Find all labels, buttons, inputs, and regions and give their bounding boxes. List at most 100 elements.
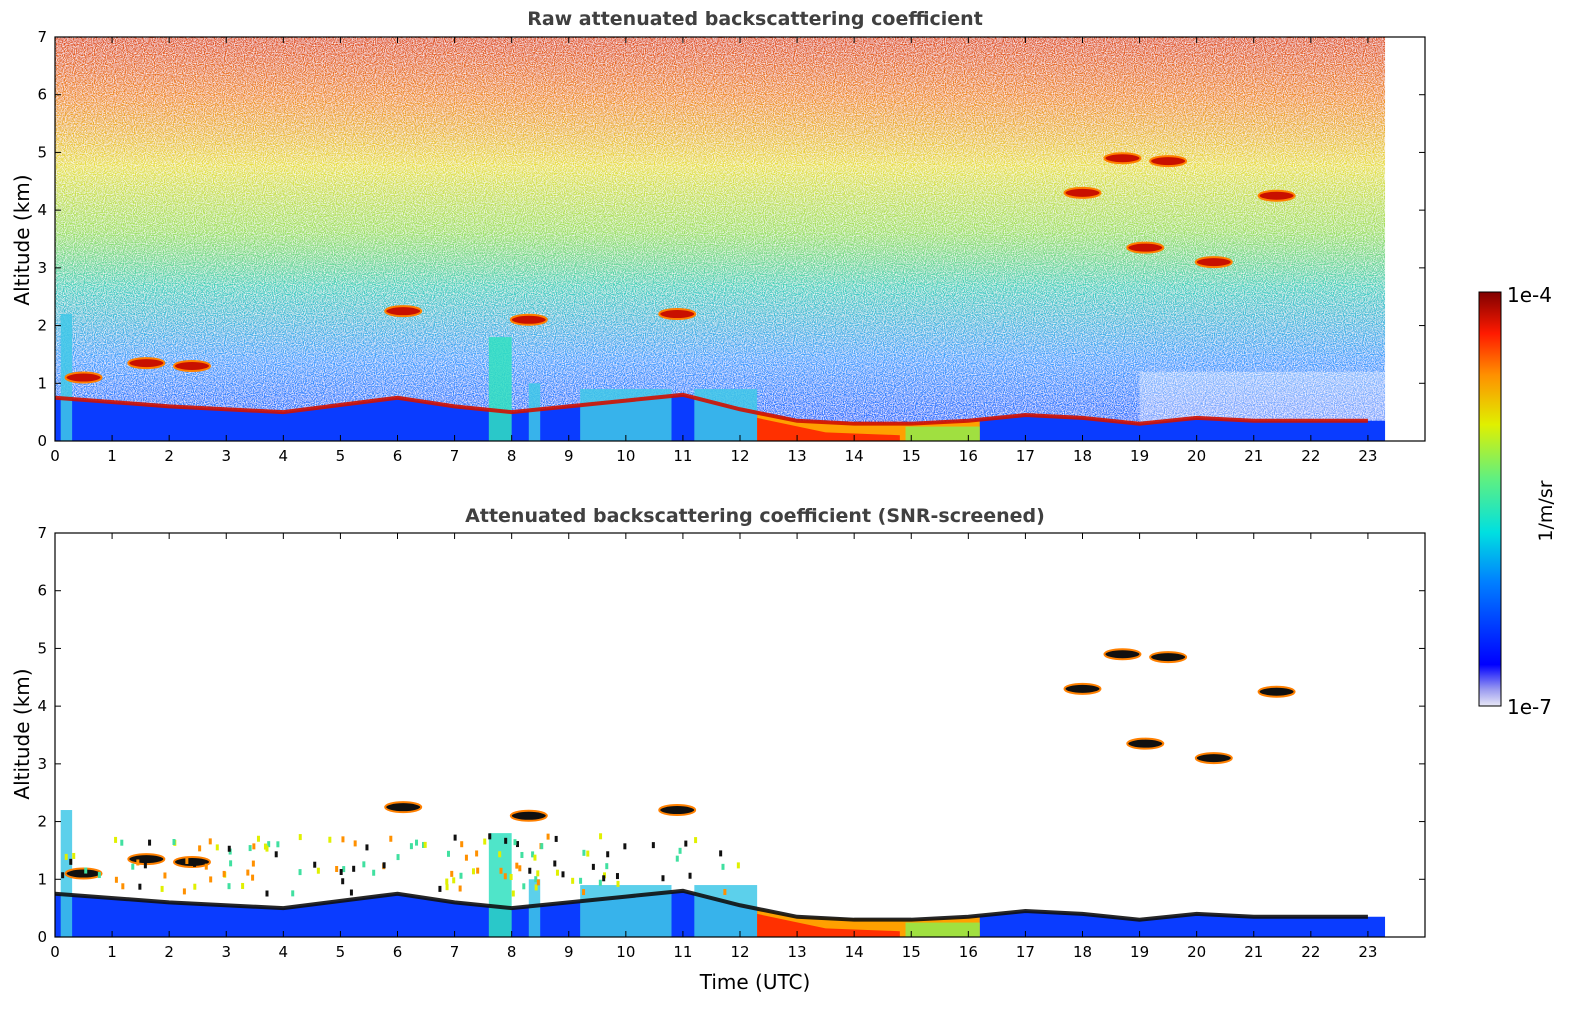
screened-speckle: [298, 869, 302, 876]
x-tick-label: 4: [279, 943, 289, 961]
screened-speckle: [719, 850, 723, 857]
screened-speckle: [522, 883, 526, 890]
cloud-feature: [1257, 189, 1296, 202]
screened-speckle: [136, 859, 140, 866]
screened-speckle: [396, 854, 400, 861]
screened-speckle: [97, 872, 101, 879]
x-tick-label: 11: [673, 447, 692, 465]
screened-speckle: [623, 843, 627, 850]
x-tick-label: 13: [788, 943, 807, 961]
colorbar-max-label: 1e-4: [1507, 283, 1552, 307]
x-tick-label: 22: [1301, 943, 1320, 961]
screened-speckle: [571, 877, 575, 884]
screened-speckle: [341, 878, 345, 885]
screened-speckle: [504, 837, 508, 844]
x-tick-label: 18: [1073, 447, 1092, 465]
screened-speckle: [606, 851, 610, 858]
screened-speckle: [185, 857, 189, 864]
y-tick-label: 3: [37, 259, 47, 277]
x-tick-label: 9: [564, 943, 574, 961]
cloud-feature: [64, 867, 103, 880]
screened-speckle: [540, 843, 544, 850]
surface-aerosol-tail: [905, 922, 980, 937]
x-tick-label: 0: [50, 943, 60, 961]
screened-speckle: [453, 834, 457, 841]
screened-speckle: [460, 841, 464, 848]
x-tick-label: 21: [1244, 943, 1263, 961]
heatmap-panel-raw: 0 1 2 3 4 5 6 7 8 9 10 11 12 13 14 15 16 17 18 19 20 21 22 2301…: [37, 28, 1426, 465]
y-tick-label: 2: [37, 317, 47, 335]
screened-speckle: [513, 839, 517, 846]
x-tick-label: 2: [164, 943, 174, 961]
x-tick-label: 21: [1244, 447, 1263, 465]
screened-speckle: [518, 865, 522, 872]
x-tick-label: 6: [393, 447, 403, 465]
screened-speckle: [265, 845, 269, 852]
screened-speckle: [438, 885, 442, 892]
screened-speckle: [64, 853, 68, 860]
cloud-feature: [1063, 682, 1102, 695]
x-tick-label: 5: [336, 447, 346, 465]
screened-speckle: [531, 851, 535, 858]
cloud-feature: [64, 371, 103, 384]
screened-speckle: [488, 833, 492, 840]
x-tick-label: 8: [507, 943, 517, 961]
screened-speckle: [265, 890, 269, 897]
boundary-layer-top-line: [55, 392, 1368, 426]
x-tick-label: 15: [902, 447, 921, 465]
x-tick-label: 12: [730, 447, 749, 465]
screened-speckle: [252, 843, 256, 850]
cloud-feature: [658, 308, 697, 321]
cloud-feature: [1149, 155, 1188, 168]
screened-speckle: [499, 867, 503, 874]
y-tick-label: 3: [37, 755, 47, 773]
x-tick-label: 3: [221, 943, 231, 961]
screened-speckle: [415, 839, 419, 846]
chart-title-top: Raw attenuated backscattering coefficien…: [527, 8, 983, 30]
x-tick-label: 18: [1073, 943, 1092, 961]
x-tick-label: 19: [1130, 447, 1149, 465]
screened-speckle: [335, 865, 339, 872]
screened-speckle: [131, 863, 135, 870]
x-tick-label: 0: [50, 447, 60, 465]
screened-speckle: [389, 835, 393, 842]
screened-speckle: [222, 870, 226, 877]
screened-speckle: [423, 841, 427, 848]
screened-speckle: [298, 834, 302, 841]
screened-speckle: [515, 862, 519, 869]
x-tick-label: 4: [279, 447, 289, 465]
y-tick-label: 5: [37, 143, 47, 161]
x-tick-label: 5: [336, 943, 346, 961]
screened-speckle: [678, 847, 682, 854]
boundary-layer-top-line: [55, 888, 1368, 922]
heatmap-panel-screened: 0 1 2 3 4 5 6 7 8 9 10 11 12 13 14 15 16 17 18 19 20 21 22 2301…: [37, 524, 1426, 961]
screened-speckle: [256, 835, 260, 842]
x-tick-label: 17: [1016, 447, 1035, 465]
screened-speckle: [554, 835, 558, 842]
x-tick-label: 10: [616, 943, 635, 961]
screened-speckle: [591, 863, 595, 870]
x-tick-label: 1: [107, 943, 117, 961]
screened-speckle: [193, 860, 197, 867]
x-tick-label: 16: [959, 943, 978, 961]
screened-speckle: [471, 868, 475, 875]
screened-speckle: [533, 854, 537, 861]
screened-speckle: [251, 874, 255, 881]
screened-speckle: [561, 871, 565, 878]
surface-aerosol-core: [757, 417, 900, 441]
screened-speckle: [723, 888, 727, 895]
screened-speckle: [172, 838, 176, 845]
screened-speckle: [121, 883, 125, 890]
screened-speckle: [409, 843, 413, 850]
cloud-feature: [1103, 152, 1142, 165]
surface-aerosol-core: [757, 913, 900, 937]
screened-speckle: [736, 862, 740, 869]
screened-speckle: [339, 869, 343, 876]
cloud-feature: [1103, 648, 1142, 661]
x-axis-label: Time (UTC): [699, 970, 811, 994]
screened-speckle: [582, 849, 586, 856]
cloud-feature: [1063, 186, 1102, 199]
x-tick-label: 22: [1301, 447, 1320, 465]
screened-speckle: [227, 883, 231, 890]
screened-speckle: [602, 875, 606, 882]
